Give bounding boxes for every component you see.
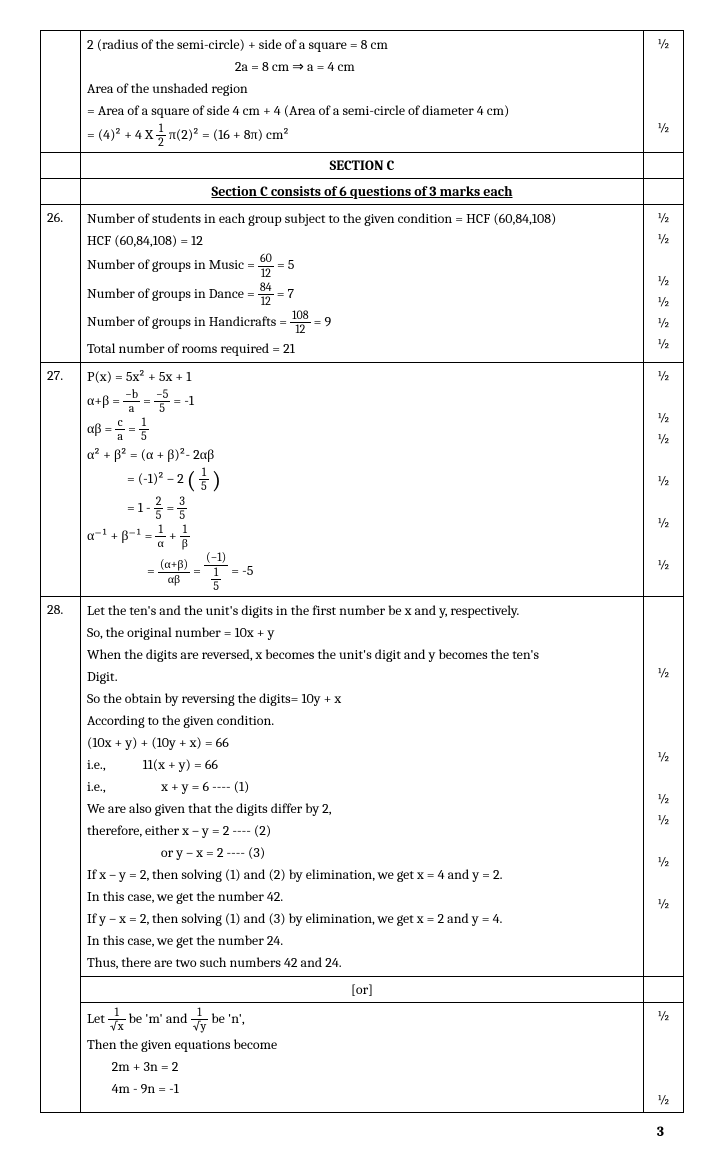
line: = 1 - 25 = 35 <box>87 495 637 522</box>
marks-empty <box>644 976 684 1002</box>
line: P(x) = 5x² + 5x + 1 <box>87 366 637 387</box>
line: If y – x = 2, then solving (1) and (3) b… <box>87 908 637 929</box>
line: Let the ten's and the unit's digits in t… <box>87 600 637 621</box>
qnum-empty <box>41 153 81 179</box>
q26-num: 26. <box>41 205 81 362</box>
line: = Area of a square of side 4 cm + 4 (Are… <box>87 100 637 121</box>
line: According to the given condition. <box>87 710 637 731</box>
line: Thus, there are two such numbers 42 and … <box>87 952 637 973</box>
fraction: 15 <box>199 466 209 493</box>
paren-open: ( <box>187 468 196 492</box>
line: = (-1)² – 2 ( 15 ) <box>87 466 637 493</box>
q28-marks: ½ ½ ½ ½ ½ ½ <box>644 596 684 976</box>
line: or y – x = 2 ---- (3) <box>87 842 637 863</box>
fraction: 15 <box>211 566 221 593</box>
line: If x – y = 2, then solving (1) and (2) b… <box>87 864 637 885</box>
line: Then the given equations become <box>87 1034 637 1055</box>
fraction: 1√x <box>108 1006 126 1033</box>
q27-marks: ½ ½ ½ ½ ½ ½ <box>644 362 684 596</box>
fraction: −ba <box>123 388 140 415</box>
q27-num: 27. <box>41 362 81 596</box>
line: i.e., x + y = 6 ---- (1) <box>87 776 637 797</box>
q26-marks: ½ ½ ½ ½ ½ ½ <box>644 205 684 362</box>
marks-empty <box>644 153 684 179</box>
fraction: 1β <box>180 523 190 550</box>
or-divider: [or] <box>81 976 644 1002</box>
line: Total number of rooms required = 21 <box>87 338 637 359</box>
fraction: (−1) 15 <box>204 551 228 593</box>
q28-num: 28. <box>41 596 81 1112</box>
line: α⁻¹ + β⁻¹ = 1α + 1β <box>87 523 637 550</box>
fraction: 15 <box>139 416 149 443</box>
paren-close: ) <box>212 468 221 492</box>
line: = (α+β)αβ = (−1) 15 = -5 <box>87 551 637 593</box>
qnum-empty <box>41 31 81 153</box>
eq-suffix: π(2)² = (16 + 8π) cm² <box>169 126 289 143</box>
line: 2 (radius of the semi-circle) + side of … <box>87 34 637 55</box>
line: So, the original number = 10x + y <box>87 622 637 643</box>
fraction: 1√y <box>191 1006 209 1033</box>
line: So the obtain by reversing the digits= 1… <box>87 688 637 709</box>
line: αβ = ca = 15 <box>87 416 637 443</box>
fraction: 8412 <box>258 281 274 308</box>
fraction: 1α <box>155 523 165 550</box>
line: We are also given that the digits differ… <box>87 798 637 819</box>
marks-empty <box>644 179 684 205</box>
fraction: −55 <box>154 388 170 415</box>
line: Number of groups in Music = 6012 = 5 <box>87 252 637 279</box>
q28-alt-marks: ½ ½ <box>644 1002 684 1112</box>
line: = (4)² + 4 X 12 π(2)² = (16 + 8π) cm² <box>87 122 637 149</box>
line: HCF (60,84,108) = 12 <box>87 230 637 251</box>
eq-prefix: = (4)² + 4 X <box>87 126 153 143</box>
q28-content: Let the ten's and the unit's digits in t… <box>81 596 644 976</box>
section-c-header: SECTION C <box>81 153 644 179</box>
line: Area of the unshaded region <box>87 78 637 99</box>
line: α² + β² = (α + β)²- 2αβ <box>87 444 637 465</box>
line: α+β = −ba = −55 = -1 <box>87 388 637 415</box>
fraction: 12 <box>156 122 166 149</box>
line: i.e., 11(x + y) = 66 <box>87 754 637 775</box>
top-content: 2 (radius of the semi-circle) + side of … <box>81 31 644 153</box>
line: Number of groups in Dance = 8412 = 7 <box>87 281 637 308</box>
line: 2a = 8 cm ⇒ a = 4 cm <box>87 56 637 77</box>
fraction: (α+β)αβ <box>158 558 190 585</box>
line: Digit. <box>87 666 637 687</box>
qnum-empty <box>41 179 81 205</box>
line: (10x + y) + (10y + x) = 66 <box>87 732 637 753</box>
line: Number of groups in Handicrafts = 10812 … <box>87 309 637 336</box>
q28-alt-content: Let 1√x be 'm' and 1√y be 'n', Then the … <box>81 1002 644 1112</box>
marks: ½ ½ <box>644 31 684 153</box>
line: Let 1√x be 'm' and 1√y be 'n', <box>87 1006 637 1033</box>
fraction: 25 <box>154 495 164 522</box>
line: therefore, either x – y = 2 ---- (2) <box>87 820 637 841</box>
line: In this case, we get the number 42. <box>87 886 637 907</box>
line: Number of students in each group subject… <box>87 208 637 229</box>
solutions-table: 2 (radius of the semi-circle) + side of … <box>40 30 684 1113</box>
fraction: ca <box>115 416 125 443</box>
q27-content: P(x) = 5x² + 5x + 1 α+β = −ba = −55 = -1… <box>81 362 644 596</box>
section-c-sub: Section C consists of 6 questions of 3 m… <box>81 179 644 205</box>
q26-content: Number of students in each group subject… <box>81 205 644 362</box>
fraction: 35 <box>177 495 187 522</box>
line: In this case, we get the number 24. <box>87 930 637 951</box>
fraction: 10812 <box>290 309 310 336</box>
line: 2m + 3n = 2 <box>87 1056 637 1077</box>
line: When the digits are reversed, x becomes … <box>87 644 637 665</box>
page-number: 3 <box>40 1123 684 1140</box>
fraction: 6012 <box>258 252 274 279</box>
line: 4m - 9n = -1 <box>87 1078 637 1099</box>
